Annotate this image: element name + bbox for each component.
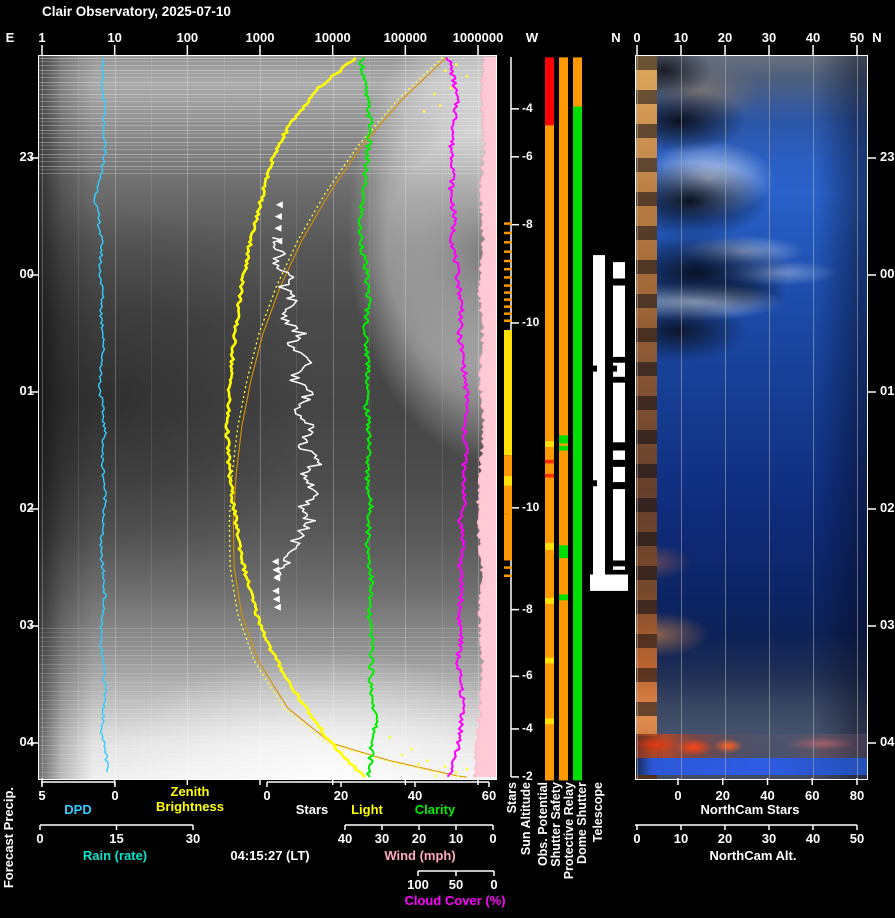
keogram-streaks-bottom xyxy=(39,628,496,779)
gridline xyxy=(114,56,116,779)
obs-potential-column-label: Obs. Potential xyxy=(536,782,550,867)
north-direction-label-left: N xyxy=(611,30,621,45)
stars-scale-label: Stars xyxy=(295,802,329,817)
dpd-scale-label: DPD xyxy=(64,802,92,817)
north-direction-label-right: N xyxy=(872,30,882,45)
wind-scale-label: Wind (mph) xyxy=(384,848,456,863)
light-scale-label: Light xyxy=(351,802,383,817)
stars-column-label: Stars xyxy=(505,782,519,814)
northcam-dawn-red-band xyxy=(636,734,867,758)
keogram-streaks-top xyxy=(39,58,496,176)
gridline xyxy=(223,56,225,779)
northcam-horizon-glow xyxy=(636,56,657,779)
sun-altitude-axis-label: Sun Altitude xyxy=(519,782,533,856)
gridline xyxy=(857,56,858,779)
east-direction-label: E xyxy=(5,30,15,45)
gridline xyxy=(260,56,261,779)
clarity-scale-label: Clarity xyxy=(414,802,456,817)
west-direction-label: W xyxy=(525,30,539,45)
telescope-column-label: Telescope xyxy=(591,782,605,843)
gridline xyxy=(78,56,80,779)
protective-relay-column-label: Protective Relay xyxy=(562,782,576,880)
gridline xyxy=(296,56,298,779)
gridline xyxy=(478,56,480,779)
shutter-safety-column-label: Shutter Safety xyxy=(549,782,563,867)
gridline xyxy=(637,56,638,779)
cloud-cover-scale-label: Cloud Cover (%) xyxy=(404,893,506,908)
gridline xyxy=(681,56,682,779)
gridline xyxy=(813,56,814,779)
gridline xyxy=(441,56,443,779)
zenith-brightness-label-line2: Brightness xyxy=(156,799,224,814)
rain-rate-scale-label: Rain (rate) xyxy=(82,848,148,863)
gridline xyxy=(405,56,407,779)
gridline xyxy=(150,56,152,779)
zenith-brightness-label-line1: Zenith xyxy=(170,784,210,799)
gridline xyxy=(725,56,726,779)
northcam-blue-band xyxy=(636,758,867,775)
dome-shutter-column-label: Dome Shutter xyxy=(575,782,589,864)
forecast-precip-label: Forecast Precip. xyxy=(1,787,16,889)
northcam-stars-scale-label: NorthCam Stars xyxy=(700,802,800,817)
page-title: Clair Observatory, 2025-07-10 xyxy=(42,4,231,19)
gridline xyxy=(769,56,770,779)
gridline xyxy=(332,56,334,779)
northcam-alt-scale-label: NorthCam Alt. xyxy=(709,848,797,863)
gridline xyxy=(42,56,43,779)
gridline xyxy=(187,56,189,779)
local-time-clock: 04:15:27 (LT) xyxy=(230,848,310,863)
northcam-keogram-image xyxy=(635,55,868,780)
